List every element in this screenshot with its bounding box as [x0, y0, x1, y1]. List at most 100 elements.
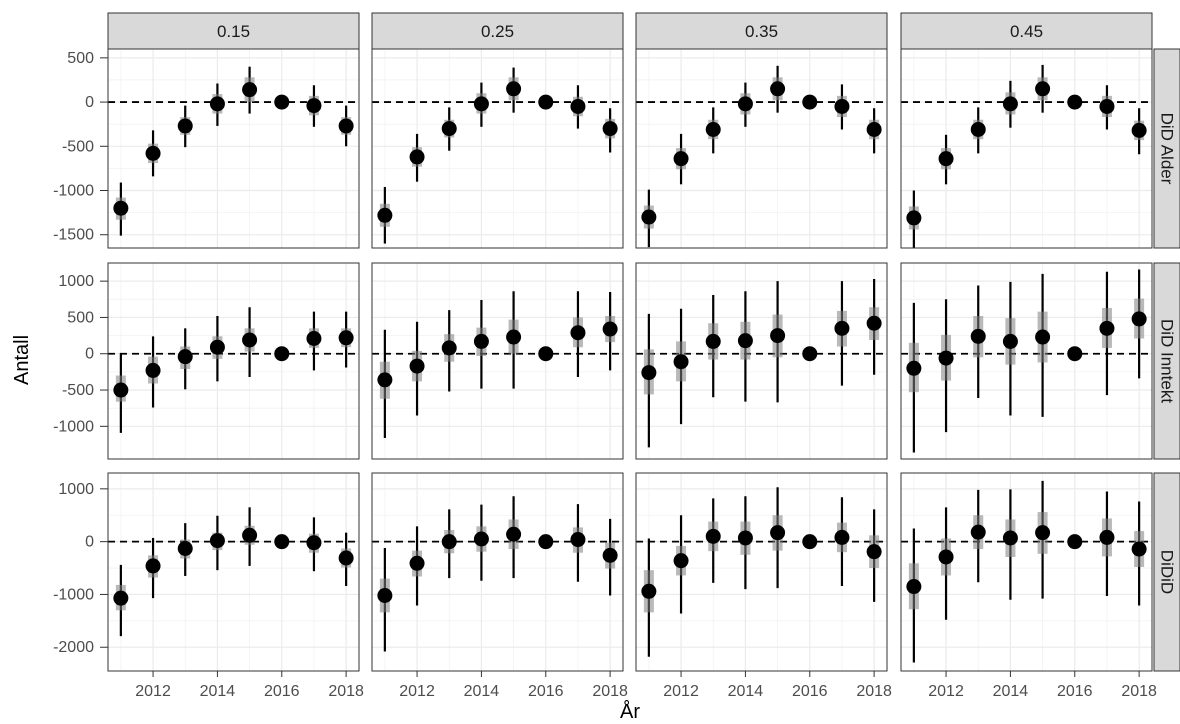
panel-didid-0.25: 2012 2014 2016 2018	[371, 472, 628, 700]
y-tick-label: 0	[85, 534, 94, 551]
y-tick-label: 0	[85, 346, 94, 363]
point-estimate	[473, 333, 489, 349]
point-estimate	[673, 553, 689, 569]
point-estimate	[770, 81, 786, 97]
point-estimate	[409, 149, 425, 165]
point-estimate	[641, 209, 657, 225]
x-tick-label: 2014	[728, 683, 764, 700]
row-strip-label: DiDiD	[1158, 550, 1177, 594]
point-estimate	[242, 332, 258, 348]
x-tick-label: 2016	[1057, 683, 1093, 700]
y-tick-label: -1000	[53, 418, 94, 435]
x-tick-label: 2014	[464, 683, 500, 700]
point-estimate	[538, 534, 554, 550]
panel-didid-0.35: 2012 2014 2016 2018	[635, 472, 892, 700]
point-estimate	[1067, 94, 1083, 110]
point-estimate	[338, 330, 354, 346]
y-tick-label: 500	[67, 309, 94, 326]
panel-did-alder-0.25	[371, 48, 624, 249]
y-tick-label: -500	[62, 382, 94, 399]
panel-border	[635, 48, 888, 249]
point-estimate	[570, 532, 586, 548]
point-estimate	[673, 151, 689, 167]
y-tick-label: -2000	[53, 639, 94, 656]
row-strip	[1153, 262, 1180, 460]
point-estimate	[377, 372, 393, 388]
panel-border	[635, 472, 888, 672]
point-estimate	[970, 524, 986, 540]
point-estimate	[737, 333, 753, 349]
point-estimate	[113, 382, 129, 398]
facet-strip-label: 0.35	[745, 22, 778, 41]
point-estimate	[834, 98, 850, 114]
panel-didid-0.45: 2012 2014 2016 2018	[900, 472, 1157, 700]
point-estimate	[705, 528, 721, 544]
x-tick-label: 2014	[993, 683, 1029, 700]
point-estimate	[834, 529, 850, 545]
point-estimate	[306, 98, 322, 114]
point-estimate	[306, 330, 322, 346]
point-estimate	[602, 321, 618, 337]
y-tick-label: 500	[67, 50, 94, 67]
point-estimate	[274, 534, 290, 550]
point-estimate	[602, 547, 618, 563]
point-estimate	[441, 121, 457, 137]
point-estimate	[473, 96, 489, 112]
facet-strip-0.15	[107, 12, 360, 50]
point-estimate	[538, 346, 554, 362]
point-estimate	[209, 533, 225, 549]
x-tick-label: 2018	[856, 683, 892, 700]
facet-strip-0.45	[900, 12, 1153, 50]
point-estimate	[1099, 529, 1115, 545]
point-estimate	[1035, 525, 1051, 541]
facet-strip-0.35	[635, 12, 888, 50]
point-estimate	[866, 121, 882, 137]
point-estimate	[506, 526, 522, 542]
x-tick-label: 2018	[1121, 683, 1157, 700]
point-estimate	[938, 549, 954, 565]
point-estimate	[802, 94, 818, 110]
panel-border	[371, 262, 624, 460]
point-estimate	[802, 534, 818, 550]
point-estimate	[1099, 98, 1115, 114]
panel-did-inntekt-0.15	[107, 262, 360, 460]
point-estimate	[209, 339, 225, 355]
point-estimate	[938, 350, 954, 366]
point-estimate	[1099, 320, 1115, 336]
point-estimate	[538, 94, 554, 110]
panel-did-inntekt-0.45	[900, 262, 1153, 460]
point-estimate	[338, 550, 354, 566]
panel-border	[900, 48, 1153, 249]
point-estimate	[834, 320, 850, 336]
point-estimate	[938, 151, 954, 167]
row-strip-label: DiD Alder	[1158, 113, 1177, 185]
facet-strip-label: 0.25	[481, 22, 514, 41]
point-estimate	[570, 325, 586, 341]
panel-border	[107, 48, 360, 249]
y-tick-label: -1000	[53, 586, 94, 603]
panel-border	[900, 262, 1153, 460]
point-estimate	[1035, 81, 1051, 97]
x-tick-label: 2018	[328, 683, 364, 700]
facet-strip-0.25	[371, 12, 624, 50]
point-estimate	[274, 346, 290, 362]
x-tick-label: 2012	[663, 683, 699, 700]
panel-did-alder-0.15	[107, 48, 360, 249]
point-estimate	[705, 121, 721, 137]
point-estimate	[506, 329, 522, 345]
point-estimate	[737, 530, 753, 546]
point-estimate	[113, 200, 129, 216]
point-estimate	[1131, 541, 1147, 557]
point-estimate	[1035, 329, 1051, 345]
point-estimate	[866, 315, 882, 331]
point-estimate	[1002, 96, 1018, 112]
x-tick-label: 2012	[135, 683, 171, 700]
point-estimate	[113, 590, 129, 606]
panel-did-alder-0.45	[900, 48, 1153, 249]
point-estimate	[473, 531, 489, 547]
point-estimate	[209, 96, 225, 112]
panel-border	[107, 262, 360, 460]
point-estimate	[641, 365, 657, 381]
point-estimate	[641, 583, 657, 599]
